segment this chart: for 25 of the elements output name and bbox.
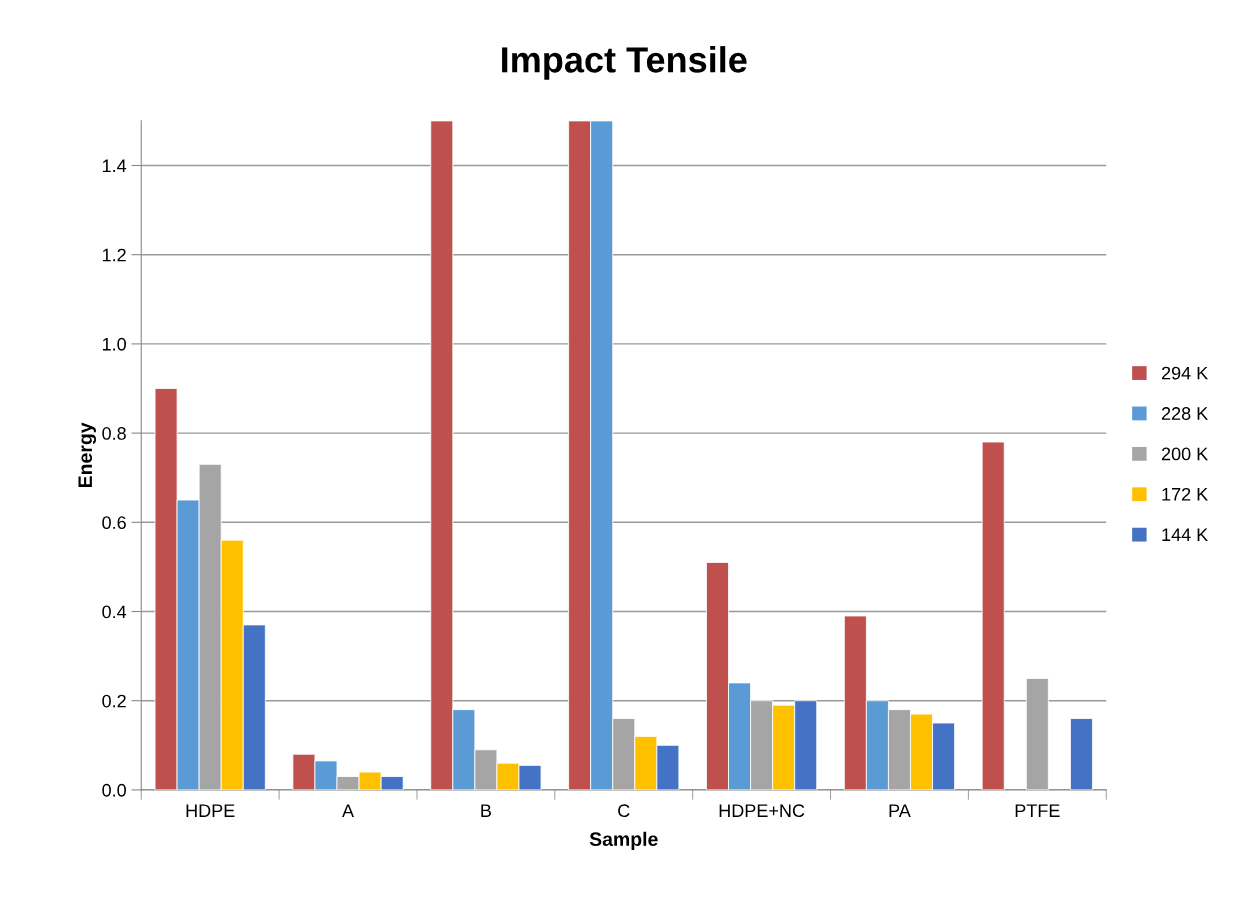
y-tick-label: 0.8 xyxy=(102,427,126,440)
y-axis-title: Energy xyxy=(78,422,97,488)
x-tick-label: PTFE xyxy=(1015,804,1060,817)
legend-label: 200 K xyxy=(1161,447,1209,461)
legend-label: 172 K xyxy=(1162,487,1209,501)
x-tick-label: A xyxy=(342,804,355,817)
y-tick-label: 0.4 xyxy=(102,605,127,619)
x-axis-title: Sample xyxy=(589,831,658,850)
bar xyxy=(981,441,1005,790)
x-tick-label: PA xyxy=(889,804,911,817)
y-tick-label: 1.4 xyxy=(102,159,127,173)
legend-label: 294 K xyxy=(1161,366,1209,380)
x-tick-label: HDPE+NC xyxy=(719,804,805,818)
x-tick-label: B xyxy=(481,804,491,817)
x-tick-label: HDPE xyxy=(186,804,235,817)
bar xyxy=(1069,718,1093,790)
x-tick-label: C xyxy=(618,804,630,818)
y-tick-label: 0.2 xyxy=(102,694,126,708)
y-tick-label: 1.2 xyxy=(102,248,126,262)
legend-label: 228 K xyxy=(1161,407,1209,420)
chart-title: Impact Tensile xyxy=(502,46,747,80)
legend-label: 144 K xyxy=(1162,528,1209,541)
y-tick-label: 0.0 xyxy=(102,783,126,797)
y-tick-label: 0.6 xyxy=(102,516,126,530)
y-tick-label: 1.0 xyxy=(102,337,126,351)
